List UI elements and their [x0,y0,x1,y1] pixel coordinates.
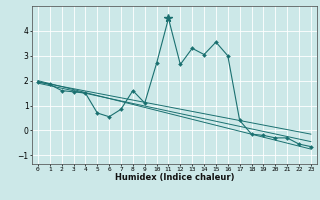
X-axis label: Humidex (Indice chaleur): Humidex (Indice chaleur) [115,173,234,182]
